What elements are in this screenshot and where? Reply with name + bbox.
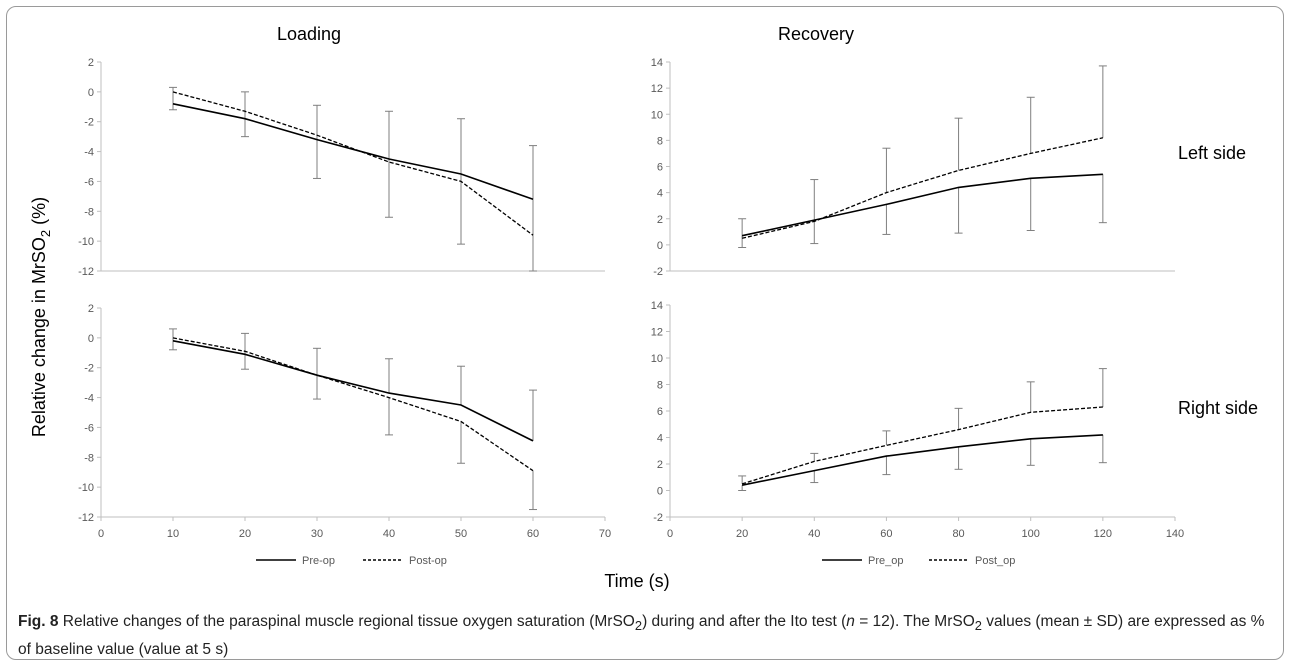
y-tick-label: 0 bbox=[657, 486, 663, 498]
y-tick-label: 8 bbox=[657, 135, 663, 147]
x-tick-label: 10 bbox=[167, 528, 179, 540]
caption-italic: n bbox=[846, 613, 855, 630]
y-tick-label: -2 bbox=[653, 266, 663, 278]
y-tick-label: -8 bbox=[84, 452, 94, 464]
side-label-right: Right side bbox=[1178, 398, 1258, 418]
series-line-pre-op bbox=[741, 434, 1103, 486]
x-tick-label: 0 bbox=[98, 528, 104, 540]
y-tick-label: -2 bbox=[84, 117, 94, 129]
x-tick-label: 140 bbox=[1166, 528, 1184, 540]
y-tick-label: 2 bbox=[657, 214, 663, 226]
y-tick-label: 0 bbox=[88, 87, 94, 99]
x-tick-label: 0 bbox=[667, 528, 673, 540]
caption-text: values (mean ± SD) are expressed as % of… bbox=[18, 613, 1265, 659]
y-tick-label: -10 bbox=[78, 236, 94, 248]
legend-label: Pre_op bbox=[868, 555, 903, 567]
x-tick-label: 40 bbox=[383, 528, 395, 540]
x-tick-label: 60 bbox=[880, 528, 892, 540]
y-tick-label: 0 bbox=[657, 240, 663, 252]
y-tick-label: -6 bbox=[84, 422, 94, 434]
caption-subscript: 2 bbox=[974, 618, 982, 634]
legend-label: Pre-op bbox=[302, 555, 335, 567]
y-tick-label: 2 bbox=[88, 57, 94, 69]
y-tick-label: 14 bbox=[651, 57, 663, 69]
caption-text: = 12). The MrSO bbox=[854, 613, 975, 630]
y-tick-label: 2 bbox=[657, 459, 663, 471]
chart-recovery-left: Recovery 14 12 10 8 6 4 2 0 -2 bbox=[651, 24, 1175, 278]
x-tick-label: 50 bbox=[455, 528, 467, 540]
x-tick-label: 40 bbox=[808, 528, 820, 540]
series-line-post-op bbox=[741, 137, 1104, 239]
y-tick-label: 10 bbox=[651, 109, 663, 121]
figure-caption: Fig. 8 Relative changes of the paraspina… bbox=[18, 610, 1268, 662]
x-tick-label: 100 bbox=[1022, 528, 1040, 540]
x-tick-label: 30 bbox=[311, 528, 323, 540]
y-tick-label: -12 bbox=[78, 266, 94, 278]
caption-subscript: 2 bbox=[634, 618, 643, 634]
y-tick-label: -10 bbox=[78, 482, 94, 494]
y-tick-label: 6 bbox=[657, 162, 663, 174]
y-tick-label: -2 bbox=[84, 363, 94, 375]
series-line-pre-op bbox=[172, 103, 534, 201]
x-tick-label: 20 bbox=[736, 528, 748, 540]
y-tick-label: -2 bbox=[653, 512, 663, 524]
y-tick-label: 12 bbox=[651, 327, 663, 339]
side-label-left: Left side bbox=[1178, 143, 1246, 163]
x-axis-title: Time (s) bbox=[604, 571, 669, 591]
y-tick-label: 12 bbox=[651, 83, 663, 95]
y-tick-label: -4 bbox=[84, 147, 94, 159]
y-tick-label: -6 bbox=[84, 176, 94, 188]
x-tick-label: 80 bbox=[952, 528, 964, 540]
panel-title: Recovery bbox=[778, 24, 854, 44]
legend-label: Post-op bbox=[409, 555, 447, 567]
series-line-post-op bbox=[741, 406, 1103, 485]
series-line-pre-op bbox=[741, 173, 1103, 237]
y-axis-title: Relative change in MrSO2 (%) bbox=[29, 197, 53, 437]
y-tick-label: 6 bbox=[657, 406, 663, 418]
figure-frame bbox=[6, 6, 1284, 660]
y-tick-label: 10 bbox=[651, 353, 663, 365]
y-tick-label: 2 bbox=[88, 303, 94, 315]
y-tick-label: 14 bbox=[651, 300, 663, 312]
panel-title: Loading bbox=[277, 24, 341, 44]
y-tick-label: 8 bbox=[657, 380, 663, 392]
series-line-post-op bbox=[172, 337, 534, 472]
caption-figure-number: Fig. 8 bbox=[18, 613, 59, 630]
y-tick-label: -8 bbox=[84, 206, 94, 218]
x-tick-label: 60 bbox=[527, 528, 539, 540]
y-tick-label: 4 bbox=[657, 188, 663, 200]
legend: Pre-op Post-op bbox=[256, 555, 447, 567]
legend: Pre_op Post_op bbox=[822, 555, 1015, 567]
chart-loading-left: Loading 2 0 -2 -4 -6 -8 -10 -12 bbox=[78, 24, 605, 278]
y-tick-label: -12 bbox=[78, 512, 94, 524]
y-tick-label: 4 bbox=[657, 433, 663, 445]
x-tick-label: 70 bbox=[599, 528, 611, 540]
caption-text: ) during and after the Ito test ( bbox=[642, 613, 847, 630]
y-tick-label: 0 bbox=[88, 333, 94, 345]
x-tick-label: 120 bbox=[1094, 528, 1112, 540]
series-line-post-op bbox=[172, 91, 534, 236]
y-tick-label: -4 bbox=[84, 393, 94, 405]
x-tick-label: 20 bbox=[239, 528, 251, 540]
caption-text: Relative changes of the paraspinal muscl… bbox=[58, 613, 635, 630]
legend-label: Post_op bbox=[975, 555, 1015, 567]
series-line-pre-op bbox=[172, 340, 534, 442]
